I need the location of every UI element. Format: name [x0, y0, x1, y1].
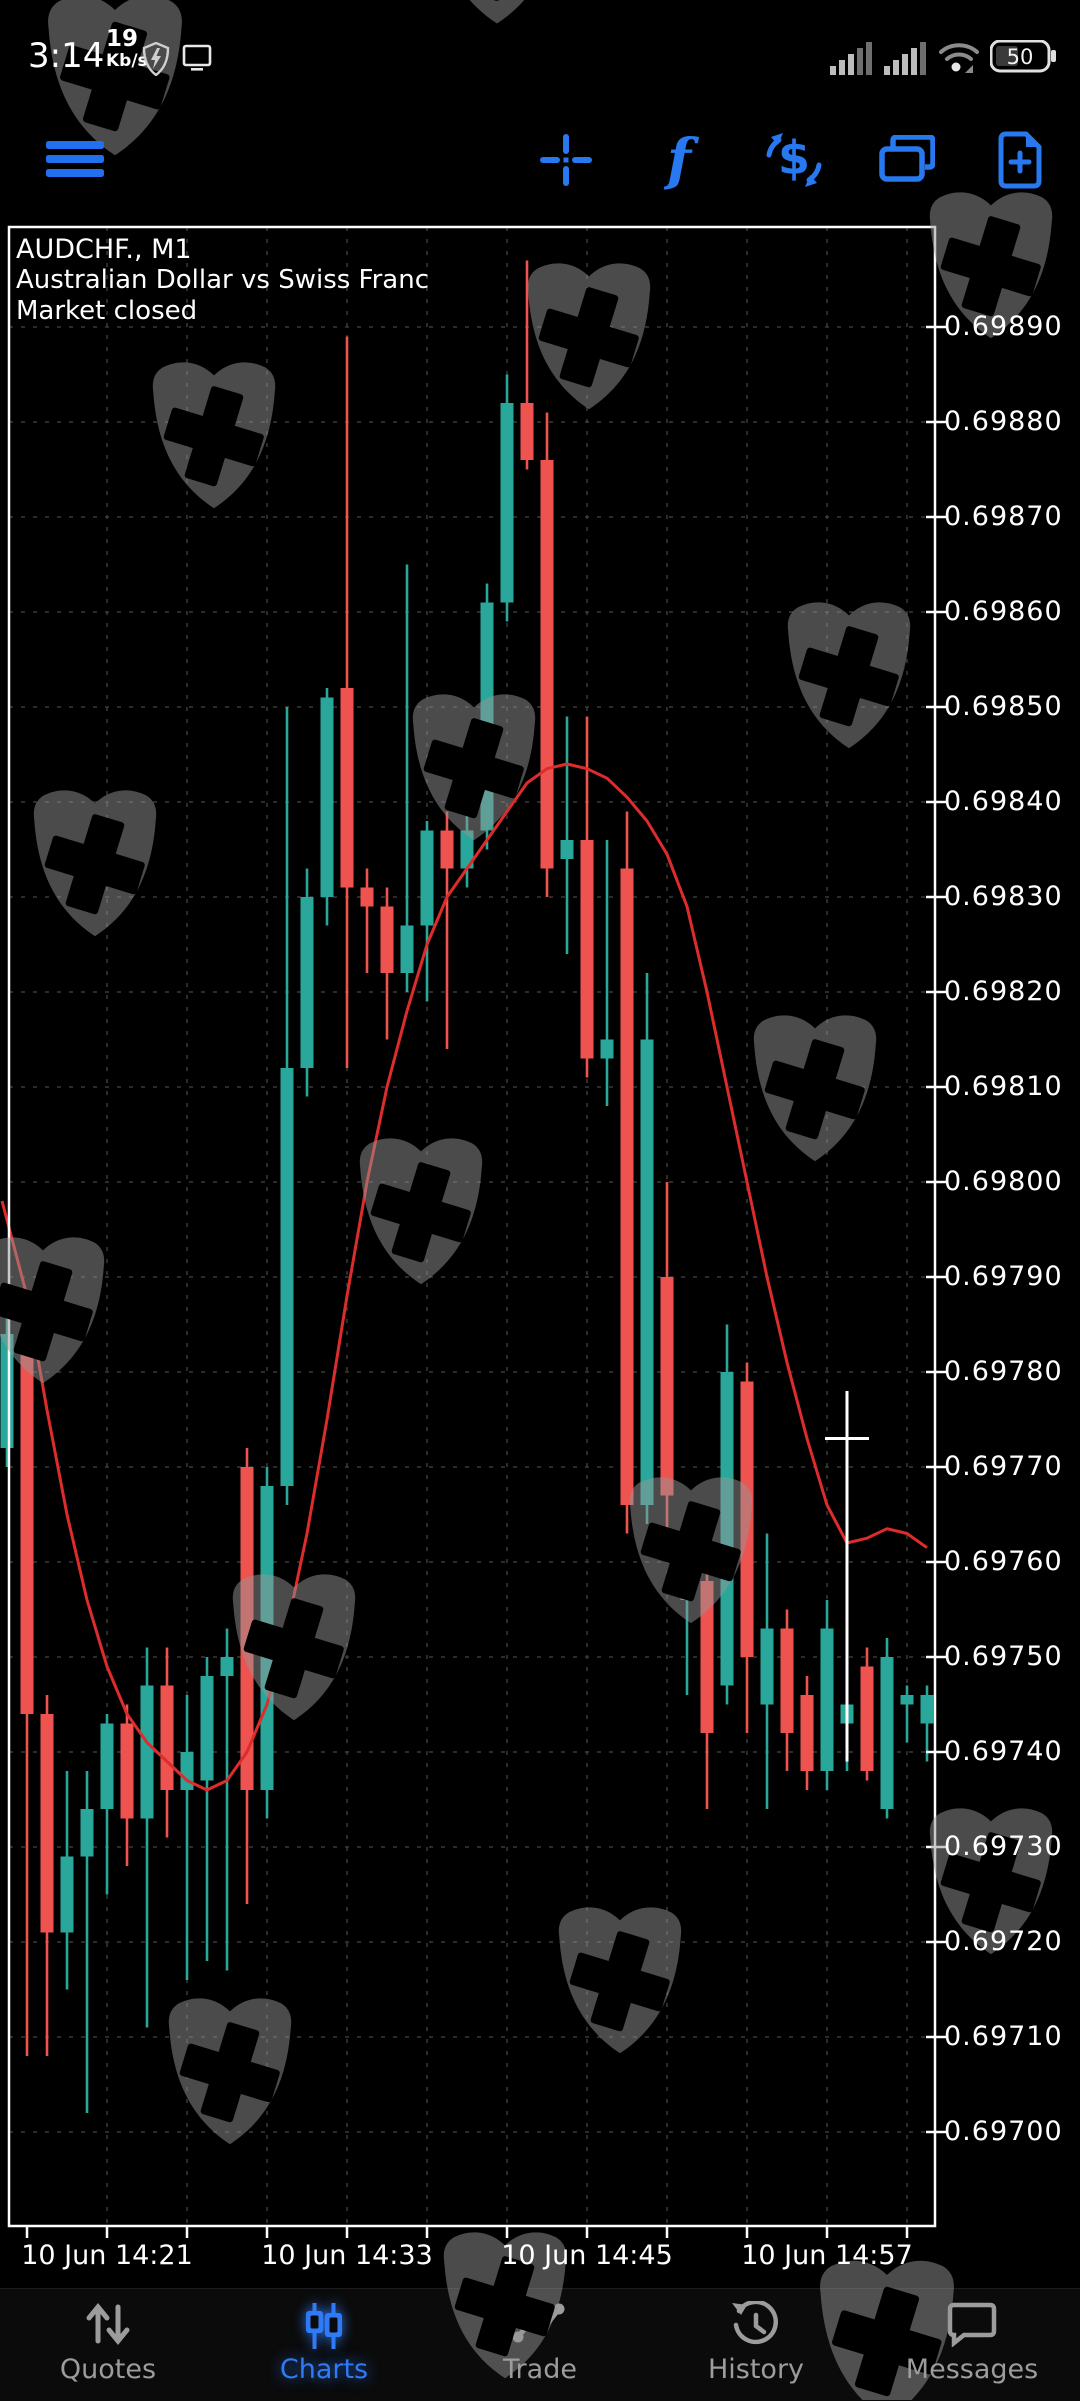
cast-screen-icon	[182, 44, 212, 71]
nav-item-messages[interactable]	[864, 2289, 1080, 2401]
messages-bubble-icon	[947, 2302, 997, 2347]
trade-dialog-button[interactable]: $	[754, 110, 834, 210]
nav-item-quotes[interactable]	[0, 2289, 216, 2401]
signal-sim1-icon	[830, 42, 872, 75]
dollar-exchange-icon: $	[766, 131, 822, 187]
chart-info-block: AUDCHF., M1 Australian Dollar vs Swiss F…	[16, 234, 429, 327]
charts-candles-icon	[306, 2303, 342, 2349]
market-status: Market closed	[16, 296, 198, 326]
trade-line-icon	[513, 2303, 565, 2343]
indicators-button[interactable]: f	[639, 110, 719, 210]
svg-text:$: $	[778, 131, 810, 185]
nav-item-trade[interactable]	[432, 2289, 648, 2401]
svg-text:50: 50	[1007, 45, 1034, 69]
menu-button[interactable]	[36, 110, 116, 210]
chart-symbol-description: Australian Dollar vs Swiss Franc	[16, 265, 430, 295]
wifi-icon	[939, 43, 979, 73]
function-f-icon: f	[666, 127, 692, 193]
nav-item-history[interactable]	[648, 2289, 864, 2401]
security-shield-icon	[142, 42, 170, 76]
new-order-button[interactable]	[980, 110, 1060, 210]
status-bar: 3:14 19 Kb/s 50	[0, 0, 1080, 86]
battery-icon: 50	[990, 40, 1056, 73]
history-clock-icon	[732, 2301, 778, 2345]
crosshair-icon	[540, 134, 592, 186]
crosshair-button[interactable]	[526, 110, 606, 210]
chart-toolbar: f $	[0, 110, 1080, 220]
hamburger-icon	[46, 141, 104, 177]
signal-sim2-icon	[884, 42, 926, 75]
windows-button[interactable]	[867, 110, 947, 210]
clock-time: 3:14	[28, 36, 105, 76]
windows-icon	[879, 135, 935, 182]
bottom-navigation	[0, 2288, 1080, 2401]
quotes-arrows-icon	[86, 2303, 130, 2345]
chart-symbol-timeframe: AUDCHF., M1	[16, 234, 192, 265]
nav-item-charts[interactable]	[216, 2289, 432, 2401]
new-document-icon	[998, 131, 1042, 189]
